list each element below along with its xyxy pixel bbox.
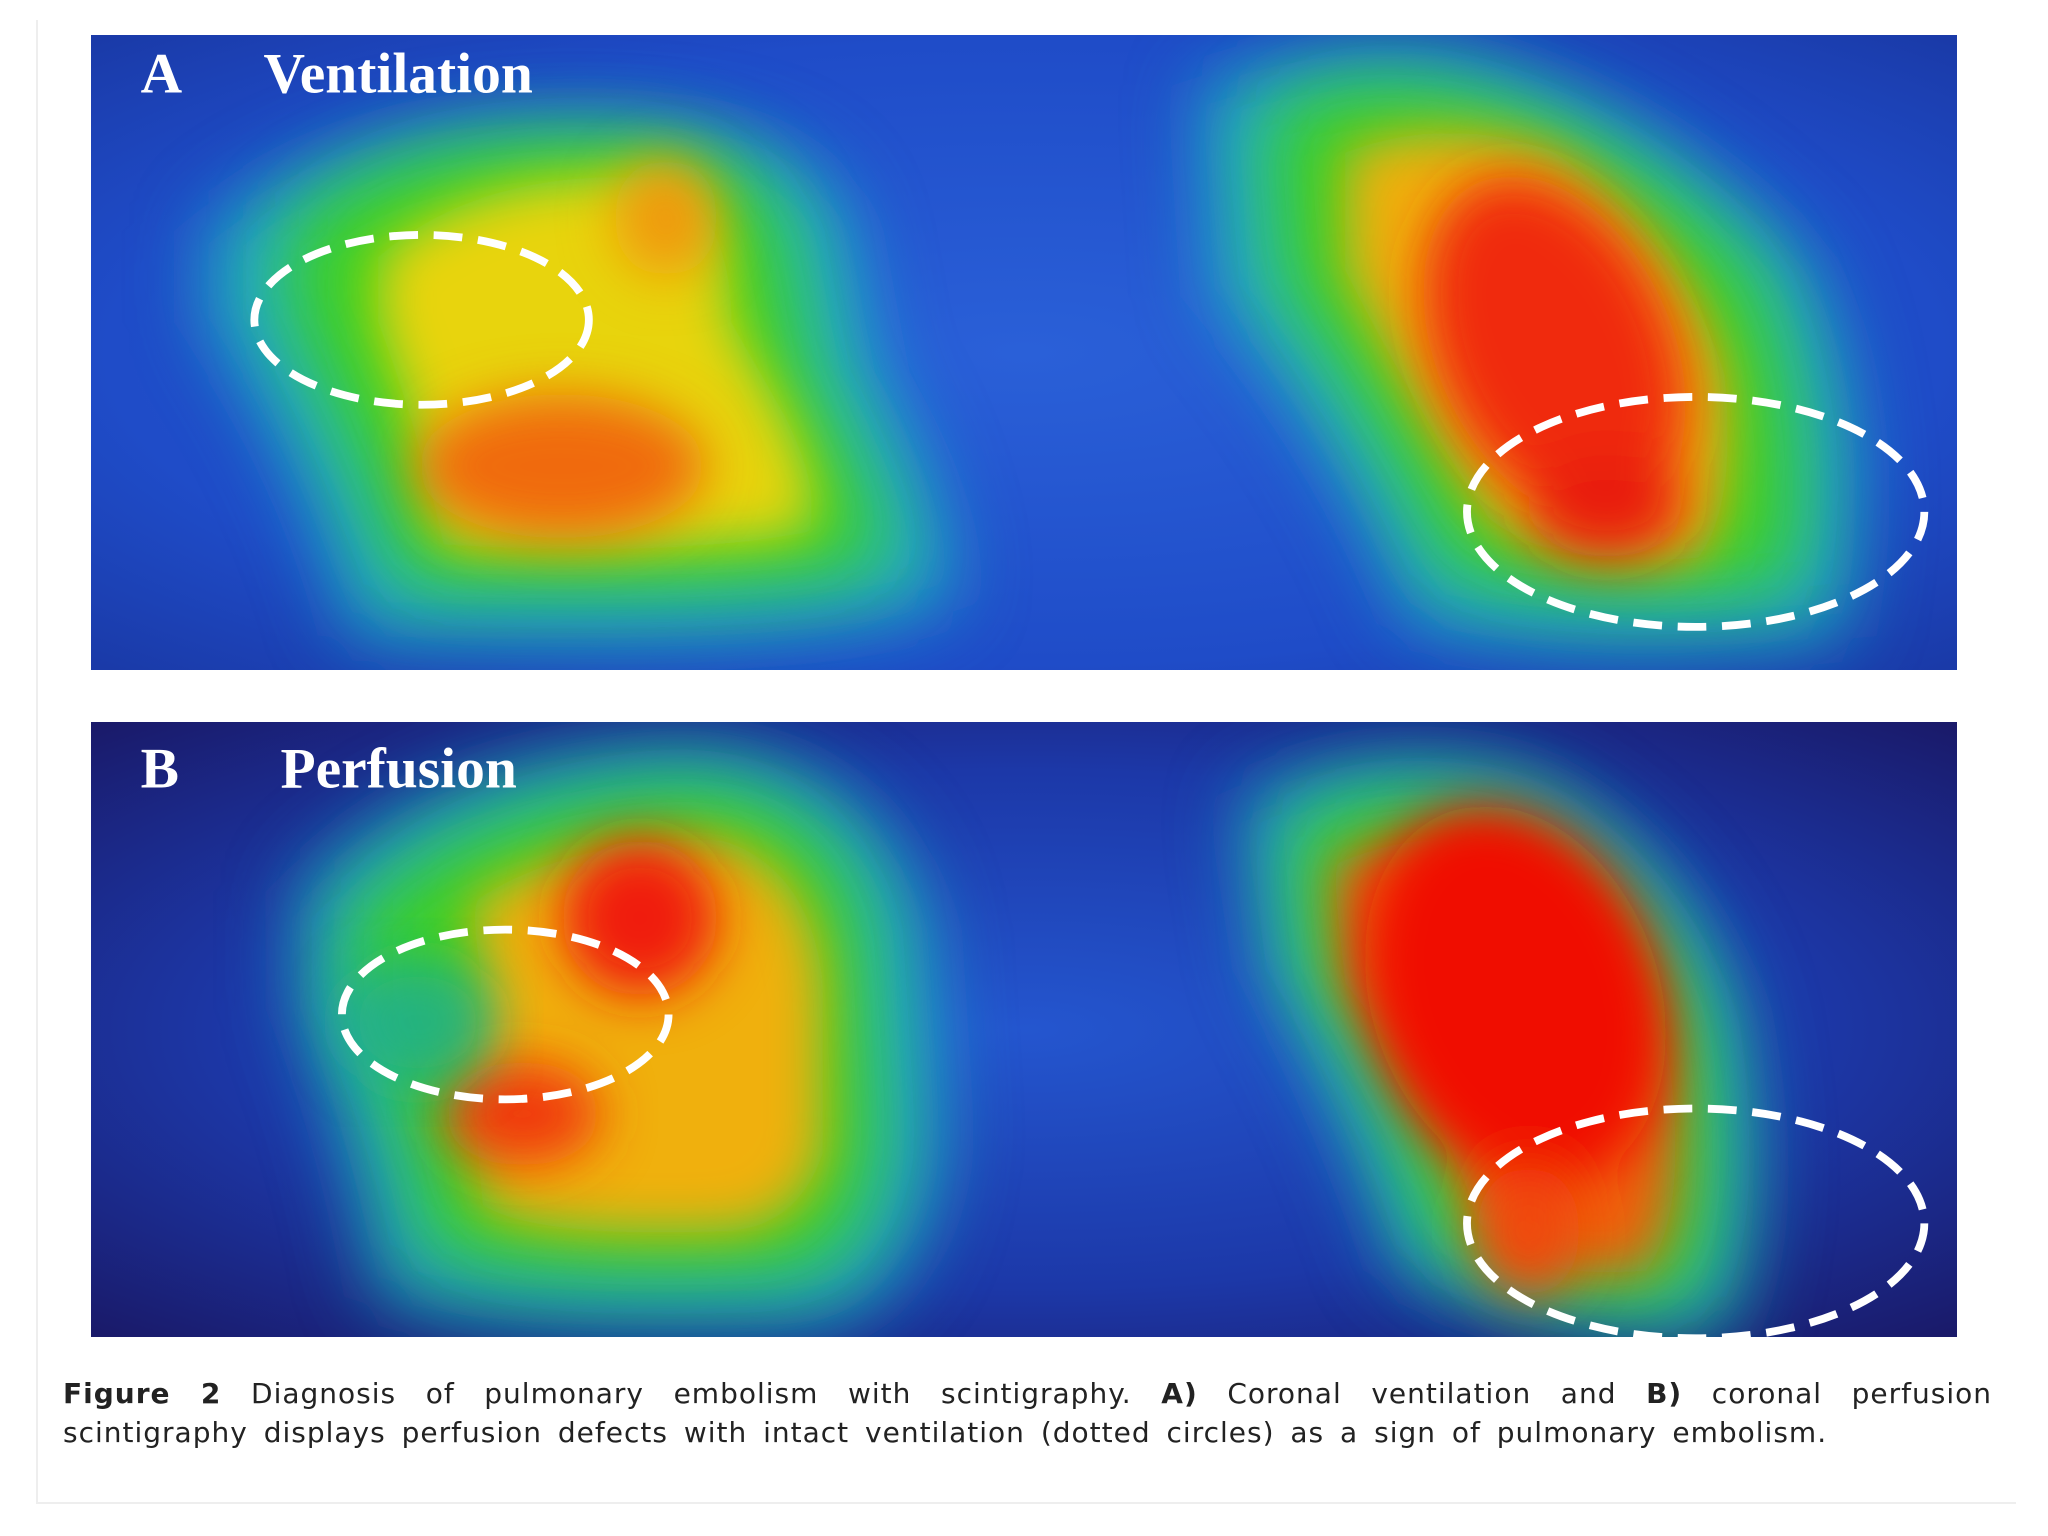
caption-ref: B) <box>1646 1377 1683 1410</box>
panel-title: Perfusion <box>280 737 516 800</box>
panel-title: Ventilation <box>263 42 532 105</box>
panel-letter: A <box>141 42 183 105</box>
caption-text: coronal perfusion scintigraphy displays … <box>63 1377 1992 1449</box>
defect-circle <box>250 230 593 409</box>
caption-text: Coronal ventilation and <box>1227 1377 1617 1410</box>
defect-circle <box>1463 393 1929 631</box>
ventilation-scan: A Ventilation <box>91 35 1957 670</box>
figure-frame <box>36 20 2016 1504</box>
perfusion-scan: B Perfusion <box>91 722 1957 1337</box>
figure-caption: Figure 2 Diagnosis of pulmonary embolism… <box>63 1374 1992 1452</box>
caption-text: Diagnosis of pulmonary embolism with sci… <box>251 1377 1132 1410</box>
defect-circle <box>337 925 673 1104</box>
panel-letter: B <box>141 737 179 800</box>
caption-label: Figure 2 <box>63 1377 222 1410</box>
caption-ref: A) <box>1161 1377 1198 1410</box>
